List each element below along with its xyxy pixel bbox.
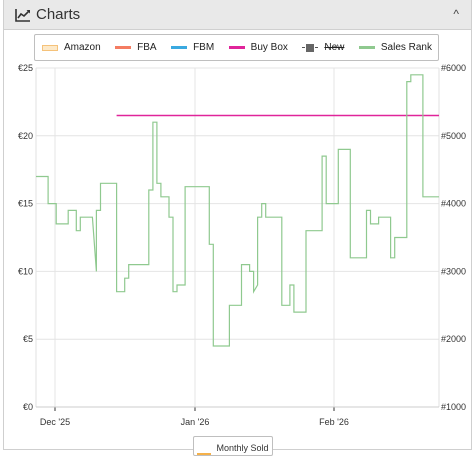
y-left-tick-label: €20 bbox=[18, 131, 33, 141]
legend-item-new[interactable]: New bbox=[302, 42, 344, 53]
legend-item-fba[interactable]: FBA bbox=[115, 42, 157, 53]
charts-panel: Charts ^ Amazon FBA FBM Buy Box New Sales Ran… bbox=[3, 0, 472, 450]
legend-swatch-salesrank bbox=[358, 46, 375, 49]
charts-header[interactable]: Charts ^ bbox=[4, 0, 471, 30]
legend-label-buybox: Buy Box bbox=[250, 42, 288, 53]
y-right-tick-label: #6000 bbox=[441, 63, 466, 73]
legend-swatch-buybox bbox=[228, 46, 245, 49]
y-right-tick-label: #5000 bbox=[441, 131, 466, 141]
monthly-sold-legend[interactable]: Monthly Sold bbox=[193, 436, 273, 456]
legend-label-amazon: Amazon bbox=[64, 42, 101, 53]
monthly-sold-swatch bbox=[197, 453, 212, 455]
legend-item-fbm[interactable]: FBM bbox=[171, 42, 214, 53]
line-chart-icon bbox=[15, 8, 30, 22]
y-right-tick-label: #1000 bbox=[441, 402, 466, 412]
y-right-tick-label: #2000 bbox=[441, 334, 466, 344]
y-left-tick-label: €10 bbox=[18, 266, 33, 276]
x-tick-label: Feb '26 bbox=[319, 417, 349, 427]
x-tick-label: Jan '26 bbox=[181, 417, 210, 427]
legend-swatch-new bbox=[302, 43, 319, 52]
y-right-tick-label: #3000 bbox=[441, 266, 466, 276]
chevron-up-icon[interactable]: ^ bbox=[453, 7, 459, 21]
legend-label-fbm: FBM bbox=[193, 42, 215, 53]
legend-label-fba: FBA bbox=[137, 42, 157, 53]
y-left-tick-label: €5 bbox=[23, 334, 33, 344]
legend-label-salesrank: Sales Rank bbox=[380, 42, 432, 53]
legend-item-buybox[interactable]: Buy Box bbox=[228, 42, 288, 53]
charts-title: Charts bbox=[36, 6, 81, 23]
legend-item-amazon[interactable]: Amazon bbox=[42, 42, 101, 53]
y-left-tick-label: €25 bbox=[18, 63, 33, 73]
legend-swatch-amazon bbox=[42, 44, 58, 51]
legend-item-salesrank[interactable]: Sales Rank bbox=[358, 42, 432, 53]
legend-label-new: New bbox=[324, 42, 345, 53]
chart-legend: Amazon FBA FBM Buy Box New Sales Rank bbox=[34, 34, 439, 61]
y-right-tick-label: #4000 bbox=[441, 199, 466, 209]
legend-swatch-fbm bbox=[171, 46, 188, 49]
x-tick-label: Dec '25 bbox=[40, 417, 70, 427]
y-left-tick-label: €0 bbox=[23, 402, 33, 412]
y-left-tick-label: €15 bbox=[18, 199, 33, 209]
legend-swatch-fba bbox=[115, 46, 132, 49]
monthly-sold-label: Monthly Sold bbox=[216, 443, 269, 453]
series-sales-rank bbox=[36, 74, 439, 347]
